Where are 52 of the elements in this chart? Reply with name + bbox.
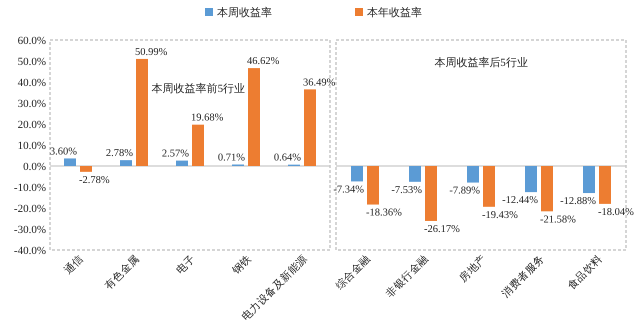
bar [176, 160, 188, 166]
data-label: 3.60% [50, 146, 78, 158]
data-label: -26.17% [424, 224, 460, 235]
legend-label: 本年收益率 [367, 6, 422, 19]
data-label: 2.57% [162, 148, 190, 160]
y-tick-label: -30.0% [14, 224, 46, 236]
x-tick-label: 钢铁 [229, 252, 254, 278]
data-label: 50.99% [135, 46, 168, 58]
data-label: 2.78% [106, 148, 134, 160]
data-label: -18.36% [366, 208, 402, 219]
y-tick-label: 20.0% [18, 119, 46, 131]
bar [120, 160, 132, 166]
x-tick-label: 电子 [173, 252, 198, 277]
x-tick-label: 房地产 [456, 252, 490, 284]
text: 本周收益率后5行业 [434, 56, 528, 69]
data-label: -18.04% [598, 206, 634, 218]
data-label: -12.44% [502, 195, 538, 206]
y-tick-label: -10.0% [14, 182, 46, 194]
x-tick-label: 食品饮料 [564, 252, 606, 292]
data-label: -19.43% [482, 210, 518, 221]
bar [192, 124, 204, 166]
data-label: 0.64% [274, 152, 302, 164]
text: 本周收益率前5行业 [152, 82, 246, 95]
data-label: -21.58% [540, 214, 576, 226]
x-tick-label: 消费者服务 [499, 252, 548, 300]
y-tick-label: 0.0% [23, 161, 46, 173]
bar [64, 158, 76, 166]
data-label: 0.71% [218, 152, 246, 164]
bar [304, 89, 316, 166]
y-tick-label: 60.0% [18, 35, 46, 47]
data-label: -7.53% [391, 184, 422, 196]
y-tick-label: 30.0% [18, 98, 46, 110]
data-label: 19.68% [191, 112, 224, 124]
data-label: -12.88% [560, 196, 596, 208]
x-tick-label: 有色金属 [102, 252, 142, 292]
data-label: -7.34% [333, 184, 364, 196]
bar [80, 166, 92, 172]
x-tick-label: 通信 [61, 252, 86, 277]
y-tick-label: -40.0% [14, 245, 46, 257]
data-label: -7.89% [449, 186, 480, 197]
data-label: 36.49% [303, 77, 336, 88]
y-tick-label: 50.0% [18, 56, 46, 68]
x-tick-label: 非银行金融 [383, 252, 432, 300]
x-tick-label: 综合金融 [332, 252, 374, 292]
data-label: -2.78% [79, 174, 110, 186]
legend-label: 本周收益率 [217, 6, 272, 19]
bar [136, 58, 148, 166]
bar [248, 68, 260, 166]
y-tick-label: 40.0% [18, 77, 46, 89]
y-tick-label: 10.0% [18, 140, 46, 152]
data-label: 46.62% [247, 56, 280, 68]
y-tick-label: -20.0% [14, 203, 46, 215]
